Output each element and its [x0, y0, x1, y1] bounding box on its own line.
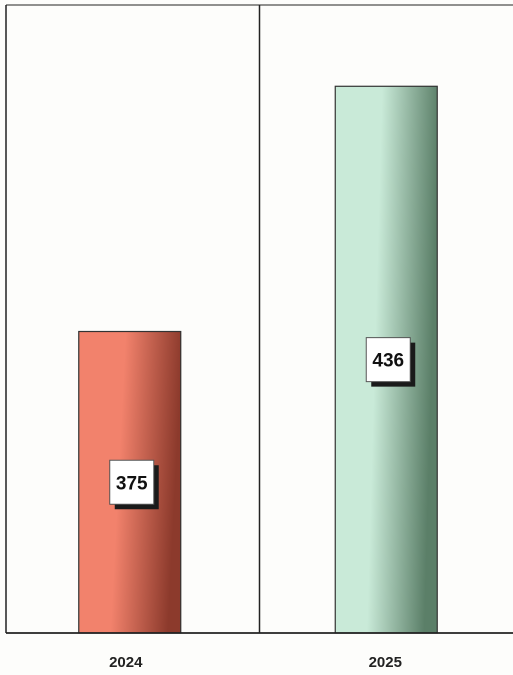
- value-label-box-2024: [109, 459, 155, 505]
- value-label-2025: 436: [372, 351, 404, 372]
- frame-layer: [5, 4, 513, 634]
- x-tick-2025: 2025: [369, 654, 402, 671]
- x-tick-2024: 2024: [109, 654, 143, 671]
- value-label-2024: 375: [116, 473, 148, 494]
- value-label-box-2025: [365, 337, 411, 383]
- ticks-layer: 2024 2025: [109, 654, 402, 671]
- labels-layer: 375 436: [109, 337, 416, 510]
